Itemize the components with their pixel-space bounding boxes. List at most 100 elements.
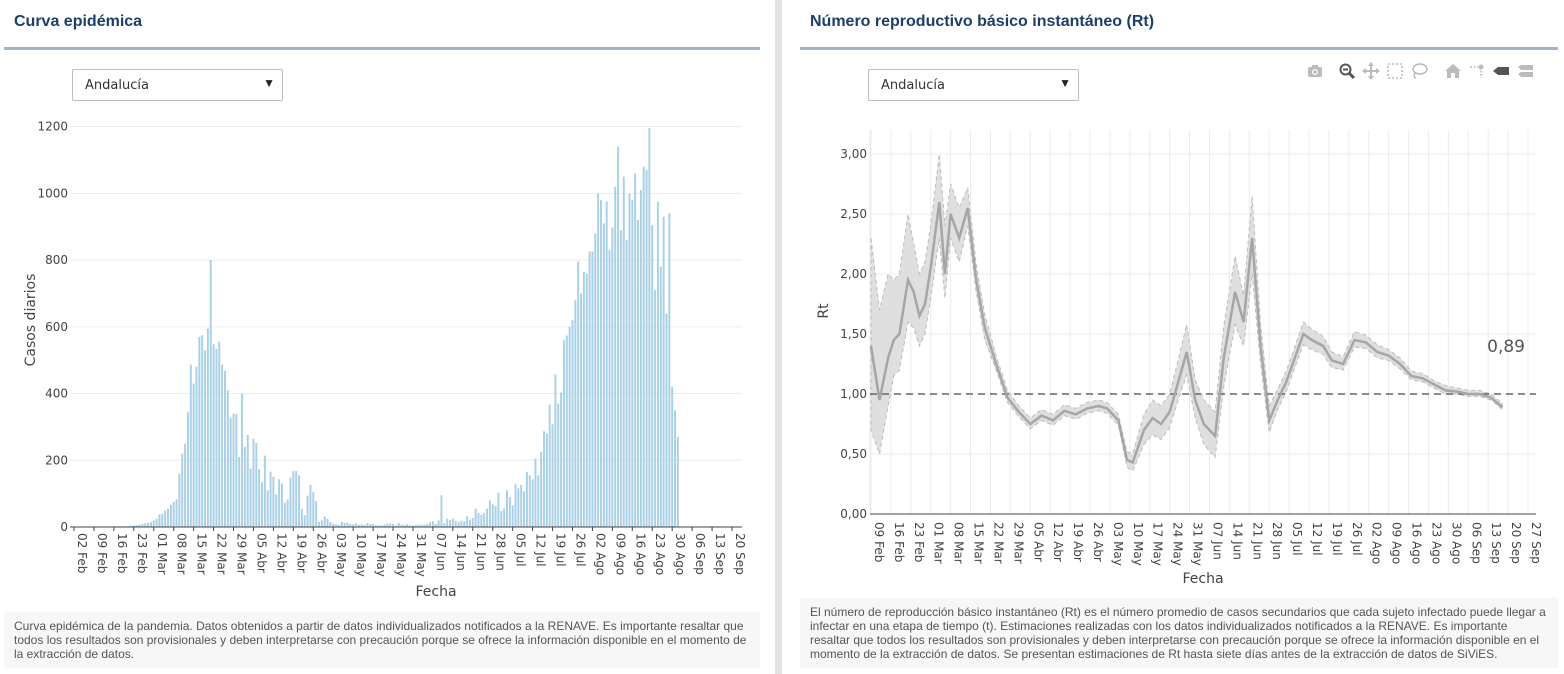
bar-day-2020-06-15 bbox=[454, 520, 457, 527]
bar-day-2020-04-21 bbox=[298, 475, 301, 527]
bar-day-2020-08-10 bbox=[614, 186, 617, 527]
bar-day-2020-05-13 bbox=[360, 524, 363, 527]
x-tick-label: 23 Ago bbox=[1429, 522, 1443, 564]
bar-day-2020-03-31 bbox=[238, 456, 241, 527]
bar-day-2020-04-22 bbox=[300, 508, 303, 527]
x-tick-label: 24 May bbox=[1171, 522, 1185, 566]
bar-day-2020-06-28 bbox=[491, 504, 494, 527]
bar-day-2020-07-14 bbox=[537, 475, 540, 527]
region-select-epidemic[interactable]: Andalucía ▼ bbox=[72, 69, 283, 101]
bar-day-2020-04-16 bbox=[283, 502, 286, 527]
y-tick-label: 200 bbox=[45, 453, 68, 467]
y-tick-label: 400 bbox=[45, 387, 68, 401]
bar-day-2020-08-19 bbox=[639, 190, 642, 527]
bar-day-2020-05-22 bbox=[386, 523, 389, 527]
epidemic-curve-panel: Curva epidémica 0 200 400 600 800 1000 1200 02 … bbox=[0, 0, 766, 674]
y-tick-label: 600 bbox=[45, 320, 68, 334]
x-tick-label: 07 Jun bbox=[1210, 522, 1224, 560]
bar-day-2020-04-24 bbox=[306, 495, 309, 527]
bar-day-2020-02-26 bbox=[141, 523, 144, 527]
bar-day-2020-07-22 bbox=[560, 392, 563, 527]
bar-day-2020-05-07 bbox=[343, 522, 346, 527]
bar-day-2020-03-02 bbox=[155, 518, 158, 527]
bar-day-2020-06-29 bbox=[494, 505, 497, 527]
y-tick-label: 0,50 bbox=[840, 447, 867, 461]
camera-icon[interactable] bbox=[1306, 62, 1324, 80]
bar-day-2020-07-05 bbox=[511, 505, 514, 527]
y-tick-label: 1,00 bbox=[840, 387, 867, 401]
bar-day-2020-03-07 bbox=[169, 504, 172, 527]
bar-day-2020-08-09 bbox=[611, 227, 614, 527]
bar-day-2020-08-22 bbox=[648, 128, 651, 527]
bar-day-2020-05-26 bbox=[397, 522, 400, 527]
bar-day-2020-08-02 bbox=[591, 251, 594, 527]
rt-last-value-label: 0,89 bbox=[1487, 337, 1525, 357]
bar-day-2020-05-01 bbox=[326, 518, 329, 527]
bar-day-2020-06-09 bbox=[437, 520, 440, 527]
bar-day-2020-08-15 bbox=[628, 193, 631, 528]
bar-day-2020-06-23 bbox=[477, 512, 480, 527]
hover-compare-icon[interactable] bbox=[1516, 62, 1534, 80]
x-tick-label: 16 Ago bbox=[1410, 522, 1424, 564]
bar-day-2020-03-14 bbox=[189, 364, 192, 527]
bar-day-2020-08-12 bbox=[619, 230, 622, 528]
home-icon[interactable] bbox=[1444, 62, 1462, 80]
box-select-icon[interactable] bbox=[1386, 62, 1404, 80]
bar-day-2020-08-20 bbox=[642, 166, 645, 527]
bar-day-2020-05-25 bbox=[394, 525, 397, 527]
bar-day-2020-07-13 bbox=[534, 458, 537, 527]
bar-day-2020-05-28 bbox=[403, 524, 406, 527]
bar-day-2020-06-10 bbox=[440, 495, 443, 527]
bar-day-2020-05-08 bbox=[346, 522, 349, 527]
x-tick-label: 10 May bbox=[1131, 522, 1145, 566]
bar-day-2020-02-25 bbox=[138, 524, 141, 527]
bar-day-2020-03-08 bbox=[172, 501, 175, 527]
bar-day-2020-03-24 bbox=[218, 341, 221, 527]
bar-day-2020-04-18 bbox=[289, 477, 292, 527]
x-tick-label: 08 Mar bbox=[175, 533, 189, 575]
bar-day-2020-08-07 bbox=[605, 201, 608, 527]
bar-day-2020-05-20 bbox=[380, 525, 383, 527]
x-tick-label: 14 Jun bbox=[454, 533, 468, 571]
epidemic-curve-title: Curva epidémica bbox=[14, 13, 143, 30]
x-tick-label: 10 May bbox=[354, 533, 368, 577]
bar-day-2020-07-16 bbox=[543, 431, 545, 527]
bar-day-2020-03-22 bbox=[212, 344, 215, 527]
x-tick-label: 12 Abr bbox=[274, 533, 288, 573]
bar-day-2020-05-29 bbox=[406, 523, 409, 527]
bar-day-2020-07-04 bbox=[508, 496, 511, 527]
bar-day-2020-06-24 bbox=[480, 514, 483, 527]
x-tick-label: 23 Feb bbox=[912, 522, 926, 562]
x-tick-label: 09 Ago bbox=[1390, 522, 1404, 564]
bar-day-2020-08-06 bbox=[602, 223, 605, 527]
bar-day-2020-03-04 bbox=[161, 513, 164, 527]
y-tick-label: 800 bbox=[45, 253, 68, 267]
bar-day-2020-03-03 bbox=[158, 514, 161, 527]
x-tick-label: 19 Jul bbox=[554, 533, 568, 567]
x-tick-label: 19 Abr bbox=[1071, 522, 1085, 562]
epidemic-curve-chart: 0 200 400 600 800 1000 1200 02 Feb 09 Feb 16 Feb 2… bbox=[23, 120, 747, 600]
bar-day-2020-04-01 bbox=[241, 393, 244, 527]
bar-day-2020-06-16 bbox=[457, 521, 460, 527]
zoom-icon[interactable] bbox=[1338, 62, 1356, 80]
hover-closest-icon[interactable] bbox=[1492, 62, 1510, 80]
x-tick-label: 30 Ago bbox=[673, 533, 687, 575]
bar-day-2020-05-21 bbox=[383, 524, 386, 527]
bar-day-2020-07-25 bbox=[568, 326, 571, 527]
x-tick-label: 21 Jun bbox=[1250, 522, 1264, 560]
bar-day-2020-06-11 bbox=[443, 522, 446, 527]
region-select-rt[interactable]: Andalucía ▼ bbox=[868, 69, 1079, 101]
rt-chart: 0,00 0,50 1,00 1,50 2,00 2,50 3,00 0,89 09 Feb 16… bbox=[816, 130, 1543, 587]
pan-icon[interactable] bbox=[1362, 62, 1380, 80]
dropdown-arrow-icon: ▼ bbox=[1059, 76, 1071, 90]
x-tick-label: 02 Ago bbox=[593, 533, 607, 575]
bar-day-2020-07-02 bbox=[503, 508, 506, 527]
spike-lines-icon[interactable] bbox=[1468, 62, 1486, 80]
bar-day-2020-07-19 bbox=[551, 424, 554, 527]
bar-day-2020-04-20 bbox=[295, 470, 298, 527]
x-tick-label: 03 May bbox=[334, 533, 348, 577]
y-tick-label: 0,00 bbox=[840, 507, 867, 521]
bar-day-2020-06-14 bbox=[451, 518, 454, 527]
lasso-select-icon[interactable] bbox=[1410, 62, 1428, 80]
bar-day-2020-06-17 bbox=[460, 520, 463, 527]
